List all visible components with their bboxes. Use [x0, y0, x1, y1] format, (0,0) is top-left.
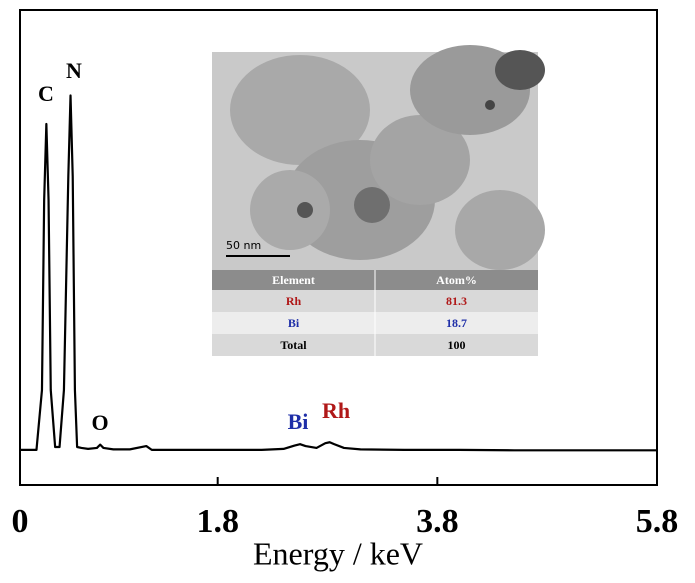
- spectrum-line: [20, 94, 657, 452]
- x-tick-label: 5.8: [636, 503, 679, 540]
- inset-table: Element Atom% Rh 81.3 Bi 18.7 Total 100: [212, 270, 538, 356]
- peak-label: N: [66, 58, 82, 83]
- peak-label: Rh: [322, 398, 350, 423]
- x-tick-label: 1.8: [196, 503, 239, 540]
- x-tick-label: 3.8: [416, 503, 459, 540]
- table-cell: Total: [280, 338, 307, 352]
- peak-label: O: [91, 410, 108, 435]
- peak-label: Bi: [288, 409, 309, 434]
- table-cell: 81.3: [446, 294, 467, 308]
- table-cell: Rh: [286, 294, 302, 308]
- table-header: Atom%: [436, 273, 477, 287]
- scale-bar-label: 50 nm: [226, 239, 261, 252]
- x-tick-label: 0: [12, 503, 29, 540]
- plot-frame: [19, 9, 658, 486]
- x-axis-title: Energy / keV: [253, 535, 423, 571]
- table-cell: Bi: [288, 316, 300, 330]
- peak-label: C: [38, 81, 54, 106]
- inset-image: [212, 45, 545, 270]
- table-cell: 18.7: [446, 316, 467, 330]
- table-header: Element: [272, 273, 315, 287]
- table-cell: 100: [448, 338, 466, 352]
